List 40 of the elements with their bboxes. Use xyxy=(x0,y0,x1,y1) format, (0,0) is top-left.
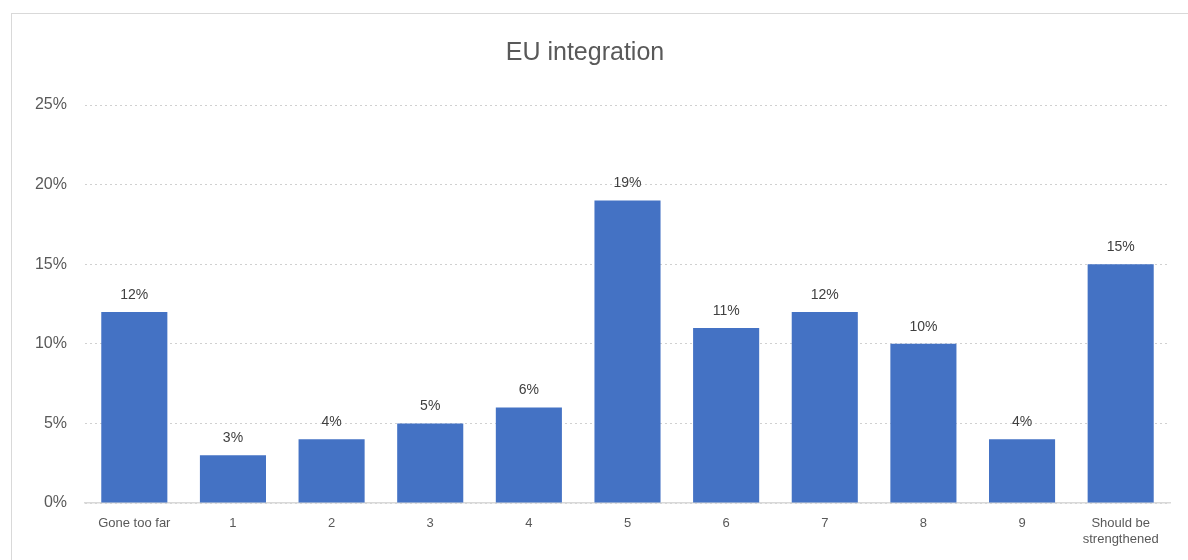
chart-title: EU integration xyxy=(505,36,665,65)
data-label: 4% xyxy=(321,413,342,430)
bar xyxy=(298,439,365,503)
x-tick-label: Gone too far xyxy=(98,514,172,530)
data-label: 3% xyxy=(222,429,244,446)
bar xyxy=(594,200,661,503)
data-label: 10% xyxy=(909,317,938,334)
y-tick-label: 5% xyxy=(43,413,67,431)
x-tick-label: Should be strengthened xyxy=(1082,514,1159,546)
bar xyxy=(101,311,168,503)
bar xyxy=(890,343,957,503)
y-tick-label: 25% xyxy=(34,95,67,113)
x-tick-label: 9 xyxy=(1018,514,1026,530)
bar xyxy=(199,455,266,503)
y-tick-label: 10% xyxy=(34,334,67,352)
data-label: 5% xyxy=(420,397,441,414)
x-tick-label: 2 xyxy=(327,514,336,530)
bar xyxy=(791,311,858,503)
bar xyxy=(1087,264,1154,503)
data-label: 4% xyxy=(1011,413,1033,430)
bar xyxy=(693,327,760,503)
data-label: 11% xyxy=(712,301,740,318)
y-tick-label: 0% xyxy=(43,493,67,511)
data-label: 12% xyxy=(120,285,149,302)
y-tick-label: 15% xyxy=(34,254,67,272)
x-tick-label: 3 xyxy=(426,514,434,530)
data-label: 19% xyxy=(613,174,642,191)
x-tick-label: 8 xyxy=(919,514,928,530)
x-tick-label: 5 xyxy=(623,514,632,530)
x-tick-label: 7 xyxy=(821,514,829,530)
bar xyxy=(495,407,562,503)
bar xyxy=(397,423,464,503)
x-tick-label: 1 xyxy=(229,514,237,530)
data-label: 12% xyxy=(810,285,839,302)
data-label: 15% xyxy=(1106,238,1135,255)
y-tick-label: 20% xyxy=(34,175,67,193)
x-tick-label: 4 xyxy=(525,514,533,530)
x-tick-label: 6 xyxy=(722,514,730,530)
bar xyxy=(989,439,1056,503)
data-label: 6% xyxy=(518,381,539,398)
